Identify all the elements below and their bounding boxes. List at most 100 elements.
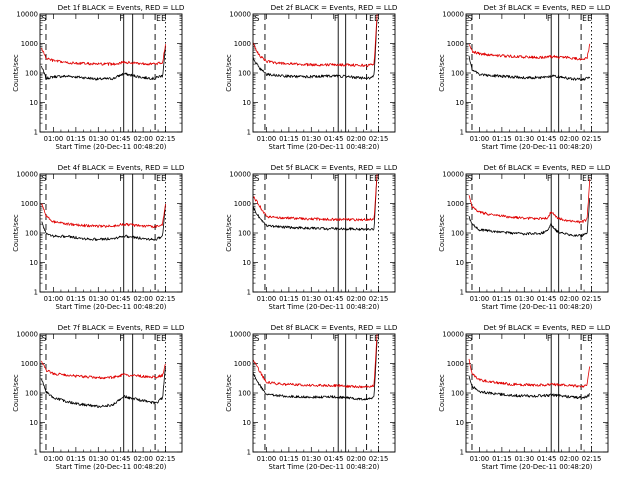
x-tick-label: 01:00	[44, 455, 64, 463]
annotation-e: E	[582, 14, 587, 23]
x-tick-label: 02:15	[156, 295, 176, 303]
plot-area	[41, 203, 166, 241]
y-tick-label: 100	[451, 230, 464, 238]
y-tick-label: 10000	[229, 171, 251, 179]
y-axis-label: Counts/sec	[438, 54, 446, 92]
x-tick-label: 02:00	[559, 295, 579, 303]
x-tick-label: 01:30	[514, 455, 534, 463]
lld-series-line	[468, 43, 591, 61]
x-tick-label: 01:15	[279, 135, 299, 143]
y-tick-label: 10	[455, 419, 464, 427]
y-tick-label: 10	[455, 259, 464, 267]
x-tick-label: 01:30	[514, 295, 534, 303]
plot-frame	[39, 13, 183, 133]
annotation-e: E	[582, 174, 587, 183]
x-tick-label: 01:45	[111, 295, 131, 303]
y-tick-label: 1000	[21, 200, 38, 208]
x-tick-label: 02:15	[582, 295, 602, 303]
annotation-e: E	[161, 14, 166, 23]
x-tick-label: 02:15	[369, 135, 389, 143]
x-tick-label: 02:00	[559, 135, 579, 143]
x-tick-label: 01:00	[257, 295, 277, 303]
x-tick-label: 01:00	[257, 135, 277, 143]
y-tick-label: 10000	[16, 331, 38, 339]
annotation-f: F	[120, 14, 124, 23]
panel-title: Det 1f BLACK = Events, RED = LLD	[58, 3, 185, 12]
y-tick-label: 1000	[447, 360, 464, 368]
y-tick-label: 1000	[447, 200, 464, 208]
panel-3: Det 3f BLACK = Events, RED = LLD 1 10 100 10…	[438, 3, 611, 151]
annotation-e: E	[582, 334, 587, 343]
x-tick-label: 02:00	[133, 455, 153, 463]
annotation-e: E	[161, 174, 166, 183]
y-tick-label: 1	[247, 289, 251, 297]
lld-series-line	[41, 203, 166, 229]
x-tick-label: 02:00	[559, 455, 579, 463]
x-tick-label: 02:15	[156, 455, 176, 463]
x-tick-label: 01:30	[514, 135, 534, 143]
y-tick-label: 100	[451, 70, 464, 78]
y-tick-label: 1000	[21, 360, 38, 368]
annotation-f: F	[547, 174, 551, 183]
annotation-e: E	[161, 334, 166, 343]
annotation-s: S	[255, 334, 260, 343]
panel-5: Det 5f BLACK = Events, RED = LLD 1 10 100 10…	[225, 163, 398, 311]
panel-9: Det 9f BLACK = Events, RED = LLD 1 10 100 10…	[438, 323, 611, 471]
x-tick-label: 01:30	[88, 455, 108, 463]
x-tick-label: 02:00	[346, 295, 366, 303]
lld-series-line	[468, 178, 591, 224]
x-tick-label: 01:15	[66, 455, 86, 463]
x-tick-label: 01:00	[44, 295, 64, 303]
plot-area	[41, 44, 166, 81]
panel-title: Det 5f BLACK = Events, RED = LLD	[271, 163, 398, 172]
x-tick-label: 01:45	[111, 135, 131, 143]
y-tick-label: 1000	[21, 40, 38, 48]
x-tick-label: 02:00	[133, 295, 153, 303]
y-tick-label: 100	[238, 70, 251, 78]
y-tick-label: 1	[34, 289, 38, 297]
annotation-f: F	[334, 14, 338, 23]
x-tick-label: 01:15	[279, 455, 299, 463]
plot-frame	[465, 333, 609, 453]
y-tick-label: 10000	[442, 331, 464, 339]
x-tick-label: 01:00	[470, 295, 490, 303]
panel-title: Det 8f BLACK = Events, RED = LLD	[271, 323, 398, 332]
annotation-e: E	[587, 14, 592, 23]
y-tick-label: 10000	[16, 171, 38, 179]
events-series-line	[41, 367, 166, 408]
y-tick-label: 1	[460, 129, 464, 137]
x-axis-label: Start Time (20-Dec-11 00:48:20)	[56, 303, 167, 311]
plot-area	[468, 178, 591, 237]
y-axis-label: Counts/sec	[12, 214, 20, 252]
y-tick-label: 10000	[229, 331, 251, 339]
x-tick-label: 01:15	[279, 295, 299, 303]
y-tick-label: 10	[29, 99, 38, 107]
x-tick-label: 01:15	[66, 135, 86, 143]
x-tick-label: 01:30	[301, 455, 321, 463]
y-tick-label: 100	[25, 70, 38, 78]
x-tick-label: 01:45	[537, 455, 557, 463]
events-series-line	[253, 340, 378, 401]
plot-area	[468, 358, 591, 399]
y-tick-label: 10000	[442, 171, 464, 179]
x-tick-label: 01:00	[470, 455, 490, 463]
plot-area	[253, 334, 378, 401]
lld-series-line	[468, 358, 591, 388]
x-axis-label: Start Time (20-Dec-11 00:48:20)	[269, 463, 380, 471]
events-series-line	[468, 55, 591, 81]
plot-frame	[39, 333, 183, 453]
x-tick-label: 01:45	[537, 295, 557, 303]
x-tick-label: 01:15	[492, 455, 512, 463]
y-tick-label: 10000	[442, 11, 464, 19]
panel-title: Det 7f BLACK = Events, RED = LLD	[58, 323, 185, 332]
annotation-s: S	[468, 14, 473, 23]
events-series-line	[468, 197, 591, 237]
annotation-s: S	[42, 334, 47, 343]
annotation-e: E	[156, 174, 161, 183]
y-tick-label: 1	[460, 289, 464, 297]
y-axis-label: Counts/sec	[438, 374, 446, 412]
annotation-s: S	[42, 174, 47, 183]
x-tick-label: 02:15	[582, 135, 602, 143]
x-axis-label: Start Time (20-Dec-11 00:48:20)	[56, 143, 167, 151]
plot-frame	[465, 13, 609, 133]
